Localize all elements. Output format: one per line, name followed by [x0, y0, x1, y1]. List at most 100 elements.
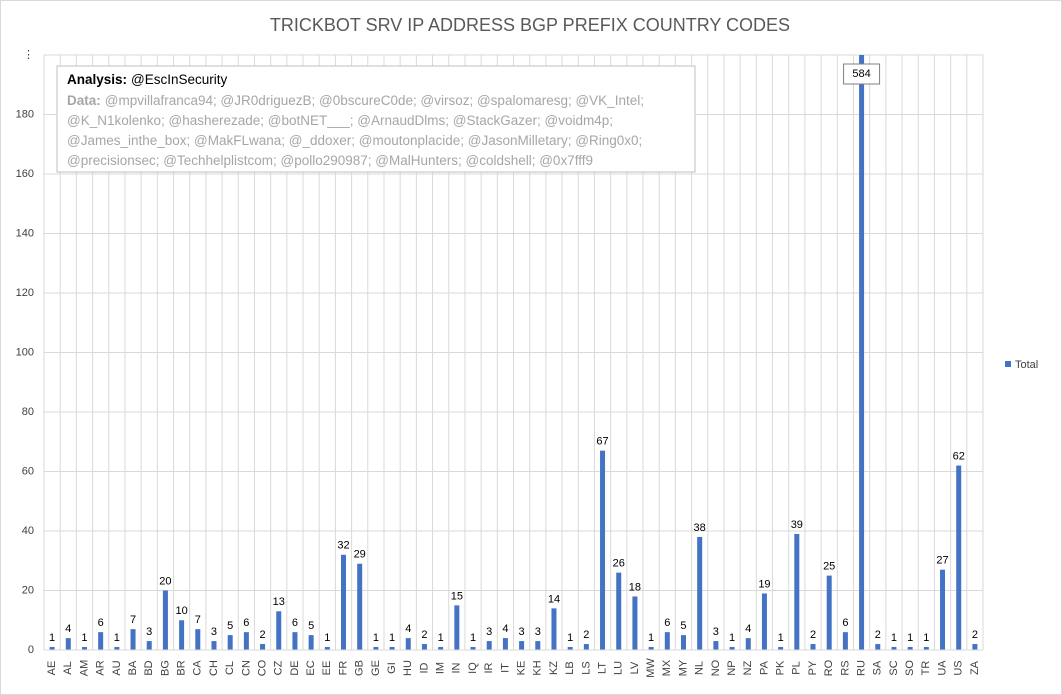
x-tick-label: AM	[78, 660, 90, 677]
x-tick-label: PK	[775, 660, 787, 675]
x-tick-label: EE	[321, 661, 333, 676]
bar	[519, 641, 525, 650]
x-tick-label: NP	[726, 660, 738, 675]
data-label: 2	[421, 629, 427, 641]
bar	[243, 632, 249, 650]
x-tick-label: ZA	[969, 660, 981, 675]
data-label: 7	[130, 614, 136, 626]
data-label: 1	[907, 632, 913, 644]
x-tick-label: NL	[694, 661, 706, 675]
data-label: 4	[405, 623, 411, 635]
data-label: 1	[470, 632, 476, 644]
data-label: 3	[519, 626, 525, 638]
data-label-box	[843, 63, 881, 85]
bar	[308, 635, 314, 650]
bar	[535, 641, 541, 650]
y-tick-label: 160	[16, 168, 34, 180]
x-tick-label: CA	[192, 660, 204, 676]
bar	[373, 647, 379, 650]
annotation-data: @James_inthe_box; @MakFLwana; @_ddoxer; …	[67, 133, 642, 148]
x-tick-label: LB	[564, 661, 576, 674]
x-tick-label: PL	[791, 661, 803, 674]
x-tick-label: BG	[159, 660, 171, 676]
data-label: 1	[923, 632, 929, 644]
data-line: @mpvillafranca94; @JR0driguezB; @0bscure…	[105, 93, 644, 108]
data-label: 4	[745, 623, 751, 635]
data-label: 3	[486, 626, 492, 638]
x-tick-label: GE	[370, 660, 382, 676]
bar	[875, 644, 881, 650]
x-tick-label: ID	[418, 662, 430, 673]
bar	[697, 536, 703, 650]
bar	[211, 641, 217, 650]
bar	[729, 647, 735, 650]
bar	[567, 647, 573, 650]
bar	[421, 644, 427, 650]
x-tick-label: EC	[305, 660, 317, 675]
analysis-label: Analysis:	[67, 72, 127, 87]
bar	[923, 647, 929, 650]
x-tick-label: KZ	[548, 661, 560, 675]
annotation-data: Data: @mpvillafranca94; @JR0driguezB; @0b…	[67, 93, 644, 108]
data-label: 5	[308, 620, 314, 632]
x-tick-label: IN	[451, 662, 463, 673]
data-label: 1	[729, 632, 735, 644]
bar	[162, 590, 168, 650]
data-label: 5	[680, 620, 686, 632]
bar	[341, 554, 347, 650]
data-label: 19	[758, 578, 770, 590]
x-tick-label: IR	[483, 662, 495, 673]
x-tick-label: FR	[337, 661, 349, 676]
x-tick-label: LV	[629, 661, 641, 674]
x-tick-label: IQ	[467, 662, 479, 674]
data-label: 6	[664, 617, 670, 629]
bar	[486, 641, 492, 650]
x-tick-label: BA	[127, 660, 139, 675]
bar	[632, 596, 638, 650]
bar	[551, 608, 557, 650]
bar	[276, 611, 282, 650]
bar	[972, 644, 978, 650]
x-tick-label: CN	[240, 660, 252, 676]
bar	[65, 638, 71, 650]
x-tick-label: KH	[532, 660, 544, 675]
data-label: 1	[373, 632, 379, 644]
bar	[826, 575, 832, 650]
x-tick-label: BD	[143, 660, 155, 675]
chart-title: TRICKBOT SRV IP ADDRESS BGP PREFIX COUNT…	[270, 15, 790, 35]
bar	[454, 605, 460, 650]
bar	[891, 647, 897, 650]
data-label: 18	[629, 581, 641, 593]
data-label: 25	[823, 561, 835, 573]
x-tick-label: PA	[758, 660, 770, 675]
y-tick-label: ⋮	[23, 49, 34, 61]
y-tick-label: 180	[16, 108, 34, 120]
bar	[98, 632, 104, 650]
data-label: 32	[337, 540, 349, 552]
bar	[502, 638, 508, 650]
data-line: @K_N1kolenko; @hasherezade; @botNET___; …	[67, 113, 613, 128]
analysis-value: @EscInSecurity	[131, 72, 227, 87]
x-tick-label: AU	[111, 660, 123, 675]
bar	[227, 635, 233, 650]
bar	[114, 647, 120, 650]
y-tick-label: 60	[22, 465, 34, 477]
x-tick-label: SC	[888, 660, 900, 675]
x-tick-label: AR	[95, 660, 107, 675]
data-label: 584	[852, 68, 870, 80]
data-label: 4	[502, 623, 508, 635]
x-tick-label: SO	[904, 660, 916, 676]
data-label: 1	[567, 632, 573, 644]
data-label: 1	[324, 632, 330, 644]
data-label: 3	[535, 626, 541, 638]
legend-swatch	[1005, 361, 1011, 367]
annotation-analysis: Analysis: @EscInSecurity	[67, 72, 228, 87]
bar	[146, 641, 152, 650]
bar	[842, 632, 848, 650]
y-tick-label: 20	[22, 584, 34, 596]
y-tick-label: 140	[16, 227, 34, 239]
bar	[260, 644, 266, 650]
data-label: 2	[583, 629, 589, 641]
data-label: 62	[953, 450, 965, 462]
